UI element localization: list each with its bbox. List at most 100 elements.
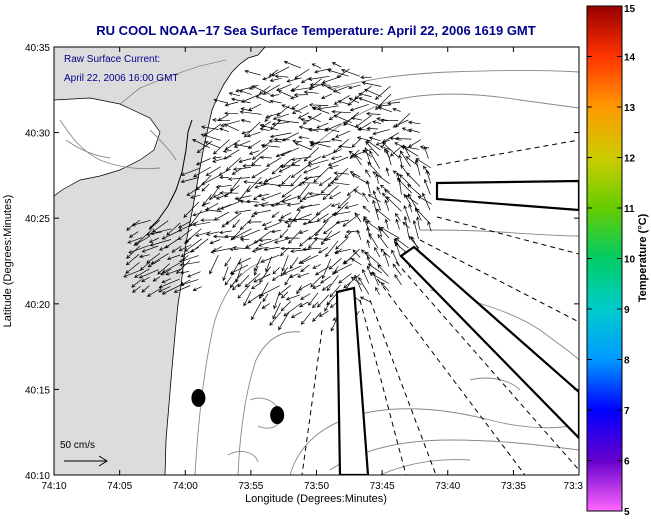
current-arrow <box>360 249 369 257</box>
current-arrow <box>408 139 421 148</box>
current-arrow <box>134 268 150 278</box>
x-tick-label: 73:55 <box>238 481 263 492</box>
current-arrow <box>223 123 240 132</box>
current-arrow <box>291 105 309 114</box>
current-arrow <box>250 212 259 218</box>
current-arrow <box>318 247 329 254</box>
current-arrow <box>299 301 309 308</box>
colorbar-tick-label: 5 <box>624 507 630 518</box>
current-arrow <box>368 232 379 249</box>
current-arrow <box>277 90 292 97</box>
current-arrow <box>350 258 362 266</box>
current-arrow <box>383 251 390 267</box>
current-arrow <box>292 139 302 144</box>
x-tick-label: 73:50 <box>304 481 329 492</box>
current-arrow <box>318 177 332 186</box>
current-arrow <box>406 172 421 187</box>
current-arrow <box>258 181 280 186</box>
current-arrow <box>166 222 181 236</box>
current-arrow <box>232 245 251 250</box>
current-arrow <box>358 92 372 97</box>
current-arrow <box>131 286 141 293</box>
current-arrow <box>374 246 381 258</box>
current-arrow <box>328 191 341 199</box>
current-arrow <box>238 89 252 95</box>
current-arrow <box>294 142 312 151</box>
current-arrow <box>392 119 409 128</box>
current-arrow <box>290 165 309 178</box>
current-arrow <box>212 118 230 122</box>
current-arrow <box>343 274 361 289</box>
current-arrow <box>280 301 291 312</box>
current-arrow <box>320 93 333 99</box>
current-arrow <box>374 85 391 100</box>
colorbar-tick-label: 7 <box>624 406 630 417</box>
current-arrow <box>367 194 381 203</box>
current-arrow <box>254 183 269 189</box>
current-arrow <box>337 100 351 106</box>
coverage-boundaries <box>301 139 579 475</box>
current-arrow <box>192 286 202 291</box>
current-arrow <box>365 180 371 193</box>
contour-line <box>289 408 579 475</box>
current-arrow <box>161 278 172 284</box>
current-arrow <box>265 112 282 119</box>
current-arrow <box>212 246 223 252</box>
current-arrow <box>312 264 321 269</box>
current-arrow <box>375 286 380 296</box>
current-arrow <box>213 98 229 104</box>
current-arrow <box>284 274 292 286</box>
current-arrow <box>212 234 229 239</box>
current-arrow <box>327 69 349 77</box>
current-arrow <box>379 184 391 193</box>
current-arrow <box>279 228 289 239</box>
current-arrow <box>311 106 330 114</box>
current-arrow <box>333 95 350 105</box>
current-arrow <box>184 238 203 252</box>
current-arrow <box>271 275 280 281</box>
current-arrow <box>369 150 380 169</box>
current-arrow <box>237 257 251 265</box>
current-arrow <box>224 139 241 151</box>
current-arrow <box>253 202 269 208</box>
current-arrow <box>173 285 191 293</box>
current-arrow <box>377 106 392 113</box>
current-arrow <box>299 203 320 209</box>
current-arrow <box>268 139 282 143</box>
current-arrow <box>366 239 371 249</box>
current-arrow <box>365 169 371 178</box>
current-arrow <box>290 174 302 187</box>
current-arrow <box>280 147 299 157</box>
current-arrow <box>259 127 270 132</box>
current-arrow <box>300 312 312 325</box>
current-arrow <box>338 273 352 284</box>
current-arrow <box>337 144 352 149</box>
current-arrow <box>263 222 281 230</box>
current-arrow <box>379 145 391 151</box>
current-arrow <box>243 180 261 184</box>
current-arrow <box>128 244 150 254</box>
current-arrow <box>283 302 302 317</box>
current-arrow <box>309 82 330 87</box>
current-arrow <box>330 155 342 160</box>
current-arrow <box>201 183 210 192</box>
current-arrow <box>253 273 271 283</box>
current-arrow <box>365 220 379 230</box>
current-arrow <box>377 264 389 277</box>
current-arrow <box>352 249 361 258</box>
current-arrow <box>391 249 400 267</box>
current-arrow <box>387 101 401 106</box>
current-arrow <box>284 236 300 240</box>
current-arrow <box>416 216 420 230</box>
y-tick-label: 40:20 <box>25 300 50 311</box>
x-tick-label: 73:45 <box>370 481 395 492</box>
current-arrow <box>127 237 143 244</box>
current-arrow <box>259 285 280 296</box>
current-arrow <box>282 265 302 275</box>
current-arrow <box>196 140 213 154</box>
current-arrow <box>215 184 232 189</box>
current-arrow <box>281 175 292 185</box>
current-arrow <box>380 118 399 123</box>
current-arrow <box>303 175 322 181</box>
current-arrow <box>269 312 281 326</box>
